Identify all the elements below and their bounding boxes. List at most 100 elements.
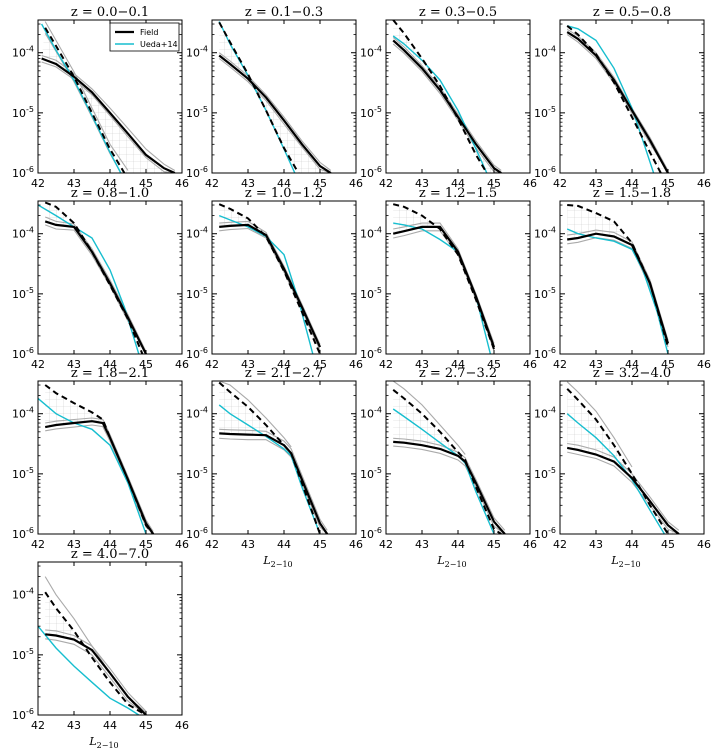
- x-tick-label: 44: [103, 358, 117, 371]
- panel-title: z = 1.5−1.8: [593, 186, 671, 201]
- panel-title: z = 3.2−4.0: [593, 366, 671, 381]
- plot-area: [392, 20, 502, 173]
- plot-area: [566, 25, 669, 173]
- x-tick-label: 44: [451, 358, 465, 371]
- uncertainty-band-line: [392, 36, 502, 171]
- x-tick-label: 45: [661, 177, 675, 190]
- x-tick-label: 43: [589, 358, 603, 371]
- x-tick-label: 46: [175, 538, 189, 551]
- x-tick-label: 44: [277, 177, 291, 190]
- plot-area: [392, 203, 496, 354]
- field-series-line: [44, 420, 155, 534]
- dashed-series-line: [566, 25, 662, 173]
- field-series-line: [219, 432, 329, 534]
- ueda-series-line: [38, 397, 147, 534]
- dashed-series-line: [44, 27, 126, 173]
- y-tick-label: 10-6: [534, 526, 556, 541]
- field-series-line: [566, 31, 669, 173]
- panel-title: z = 1.8−2.1: [71, 366, 149, 381]
- uncertainty-band-line: [41, 61, 175, 173]
- x-tick-label: 44: [451, 538, 465, 551]
- x-tick-label: 46: [523, 358, 537, 371]
- hatched-region: [567, 205, 668, 348]
- x-tick-label: 43: [241, 177, 255, 190]
- ueda-series-line: [567, 25, 655, 173]
- y-tick-label: 10-4: [534, 226, 556, 241]
- legend-field-label: Field: [140, 28, 158, 37]
- hatched-region: [393, 389, 505, 534]
- y-tick-label: 10-5: [186, 105, 208, 120]
- uncertainty-band-line: [45, 224, 147, 354]
- x-tick-label: 46: [349, 358, 363, 371]
- y-tick-label: 10-4: [186, 226, 208, 241]
- x-tick-label: 44: [103, 719, 117, 732]
- panel-title: z = 0.0−0.1: [71, 5, 149, 20]
- dashed-series-line: [566, 388, 669, 534]
- legend: Field Ueda+14: [109, 22, 180, 52]
- x-tick-label: 42: [205, 177, 219, 190]
- uncertainty-band-line: [44, 216, 147, 352]
- x-tick-label: 42: [31, 538, 45, 551]
- x-tick-label: 42: [379, 538, 393, 551]
- x-axis-label: L2−10: [436, 554, 466, 569]
- x-tick-label: 45: [661, 358, 675, 371]
- hatched-region: [219, 22, 331, 173]
- panel: 42 43 44 45 46 10-4 10-5 10-6 z = 0.3−0.5: [360, 5, 537, 190]
- panel-title: z = 1.2−1.5: [419, 186, 497, 201]
- field-series-line: [392, 39, 502, 173]
- y-tick-label: 10-4: [12, 406, 34, 421]
- x-tick-label: 43: [415, 538, 429, 551]
- plot-area: [392, 381, 506, 534]
- panel: 42 43 44 45 46 10-4 10-5 10-6 z = 1.5−1.8: [534, 186, 711, 371]
- x-tick-label: 45: [139, 177, 153, 190]
- x-tick-label: 43: [67, 358, 81, 371]
- x-tick-label: 44: [625, 358, 639, 371]
- panel: 42 43 44 45 46 10-4 10-5 10-6 z = 0.1−0.3: [186, 5, 363, 190]
- x-tick-label: 43: [415, 177, 429, 190]
- y-tick-label: 10-5: [534, 466, 556, 481]
- y-tick-label: 10-4: [12, 226, 34, 241]
- plot-area: [218, 21, 332, 173]
- field-series-line: [218, 54, 332, 173]
- x-tick-label: 43: [589, 538, 603, 551]
- y-tick-label: 10-6: [534, 346, 556, 361]
- plot-area: [38, 201, 147, 354]
- x-tick-label: 44: [103, 177, 117, 190]
- x-tick-label: 46: [697, 177, 711, 190]
- uncertainty-band-line: [45, 638, 147, 715]
- x-tick-label: 46: [523, 538, 537, 551]
- x-tick-label: 42: [553, 177, 567, 190]
- x-tick-label: 45: [139, 538, 153, 551]
- y-tick-label: 10-4: [534, 406, 556, 421]
- panel-title: z = 0.5−0.8: [593, 5, 671, 20]
- x-tick-label: 46: [175, 358, 189, 371]
- x-tick-label: 44: [625, 177, 639, 190]
- ueda-series-line: [392, 35, 488, 173]
- plot-area: [38, 576, 147, 715]
- uncertainty-band-line: [393, 445, 506, 534]
- panel-title: z = 2.1−2.7: [245, 366, 323, 381]
- y-tick-label: 10-6: [12, 707, 34, 722]
- plot-area: [38, 384, 155, 534]
- uncertainty-band-line: [219, 428, 328, 531]
- dashed-series-line: [392, 20, 488, 173]
- x-tick-label: 42: [31, 358, 45, 371]
- x-tick-label: 42: [205, 538, 219, 551]
- panel: 42 43 44 45 46 10-4 10-5 10-6 z = 1.8−2.1: [12, 366, 189, 551]
- dashed-series-line: [44, 201, 144, 354]
- uncertainty-band-line: [41, 54, 176, 171]
- plot-area: [218, 203, 322, 354]
- x-tick-label: 43: [241, 358, 255, 371]
- x-tick-label: 45: [487, 358, 501, 371]
- panel-title: z = 0.8−1.0: [71, 186, 149, 201]
- y-tick-label: 10-6: [12, 526, 34, 541]
- x-tick-label: 45: [313, 358, 327, 371]
- x-tick-label: 45: [313, 538, 327, 551]
- x-tick-label: 46: [349, 538, 363, 551]
- y-tick-label: 10-5: [534, 105, 556, 120]
- ueda-series-line: [38, 204, 140, 354]
- panel: 42 43 44 45 46 10-4 10-5 10-6 z = 4.0−7.0 L2−10: [12, 547, 189, 750]
- y-tick-label: 10-5: [360, 466, 382, 481]
- panel-title: z = 1.0−1.2: [245, 186, 323, 201]
